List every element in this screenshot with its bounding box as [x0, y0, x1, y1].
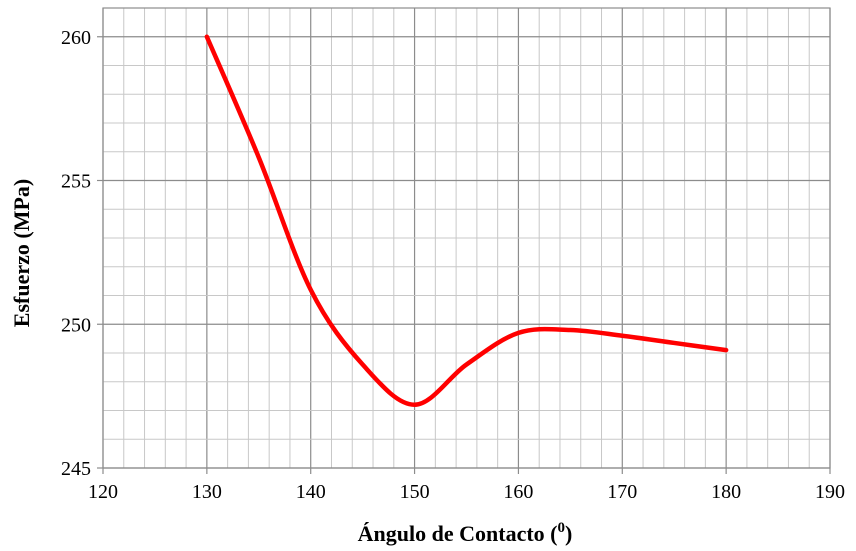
x-axis-title-superscript: 0 — [558, 520, 566, 536]
x-axis-title-close: ) — [565, 521, 572, 546]
x-tick-label: 150 — [400, 481, 430, 503]
y-tick-label: 255 — [61, 171, 91, 193]
x-tick-label: 160 — [503, 481, 533, 503]
series-line — [204, 34, 729, 407]
x-tick-label: 170 — [607, 481, 637, 503]
plot-border — [102, 7, 831, 469]
x-tick-label: 140 — [296, 481, 326, 503]
y-axis-ticks: 245 250 255 260 — [61, 27, 103, 480]
y-axis-title: Esfuerzo (MPa) — [9, 179, 34, 327]
grid — [102, 7, 831, 469]
plot-area — [102, 7, 831, 469]
series-layer — [204, 34, 729, 407]
y-tick-label: 260 — [61, 27, 91, 49]
x-tick-label: 120 — [88, 481, 118, 503]
x-axis-title: Ángulo de Contacto (0) — [358, 520, 573, 546]
x-tick-label: 130 — [192, 481, 222, 503]
x-axis-title-main: Ángulo de Contacto ( — [358, 521, 558, 546]
x-tick-label: 180 — [711, 481, 741, 503]
y-tick-label: 245 — [61, 458, 91, 480]
x-axis-ticks: 120 130 140 150 160 170 180 190 — [88, 468, 845, 503]
y-tick-label: 250 — [61, 314, 91, 336]
x-tick-label: 190 — [815, 481, 845, 503]
